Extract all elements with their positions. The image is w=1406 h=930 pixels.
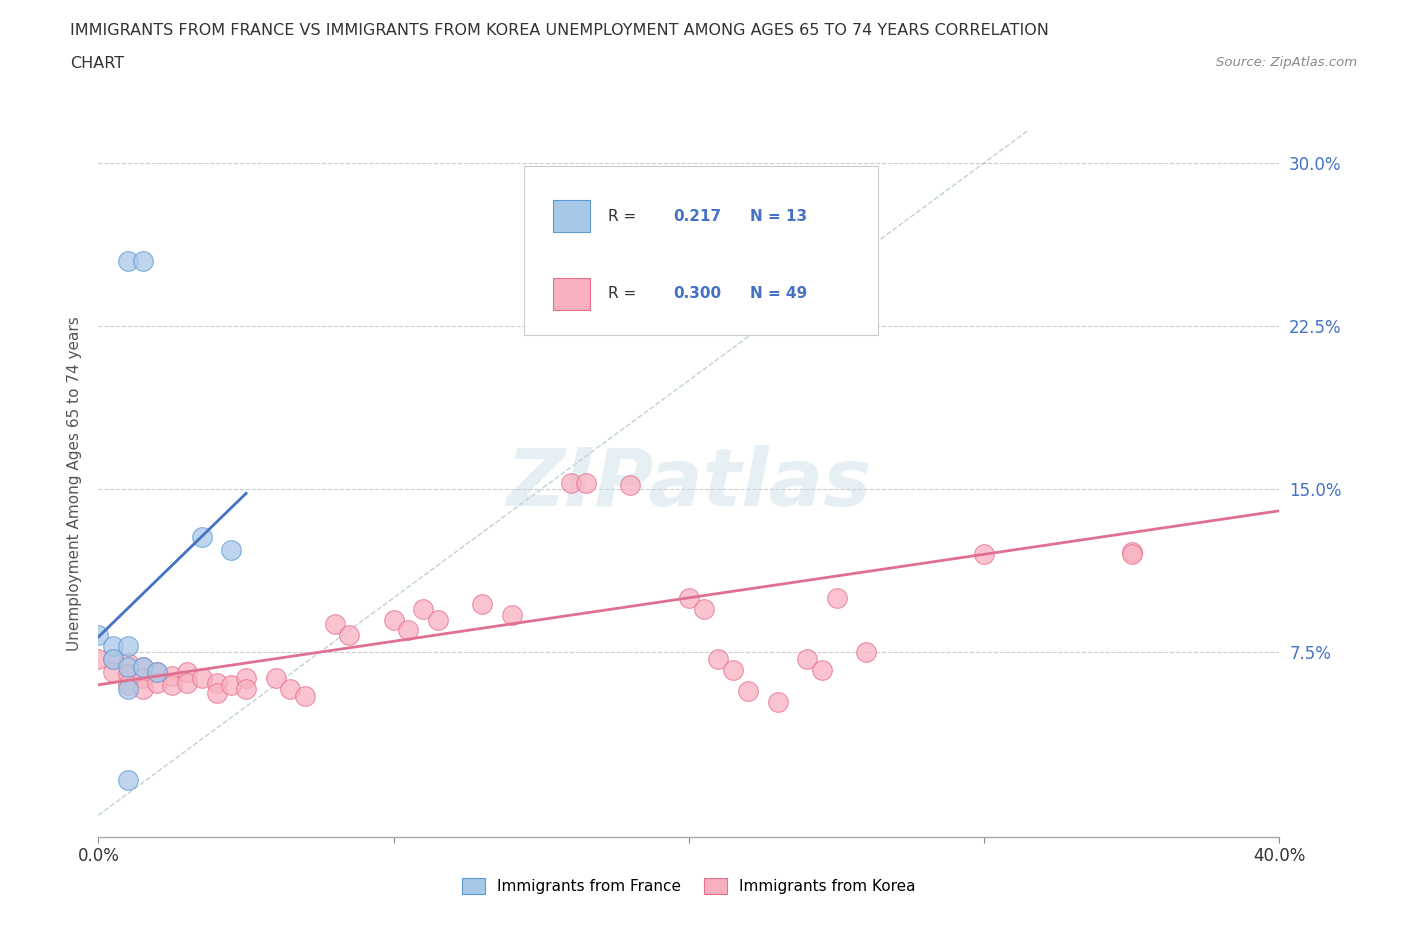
Point xyxy=(855,644,877,659)
Point xyxy=(103,651,125,666)
Point xyxy=(117,660,139,675)
Point xyxy=(117,682,139,697)
Text: N = 49: N = 49 xyxy=(749,286,807,301)
Text: N = 13: N = 13 xyxy=(749,208,807,223)
Point xyxy=(707,651,730,666)
Point xyxy=(162,669,183,684)
Point xyxy=(501,607,523,622)
Point xyxy=(737,684,759,698)
Text: ZIPatlas: ZIPatlas xyxy=(506,445,872,523)
Point xyxy=(146,664,169,679)
Point xyxy=(264,671,287,685)
Point xyxy=(574,475,596,490)
Point xyxy=(132,671,155,685)
Point xyxy=(219,677,242,692)
Point xyxy=(396,623,419,638)
Text: Source: ZipAtlas.com: Source: ZipAtlas.com xyxy=(1216,56,1357,69)
Point xyxy=(117,667,139,682)
Point xyxy=(546,220,568,235)
Point xyxy=(323,617,346,631)
Point xyxy=(471,597,494,612)
Point xyxy=(278,682,302,697)
Point xyxy=(103,664,125,679)
Point xyxy=(619,477,641,492)
Point xyxy=(103,638,125,653)
Point xyxy=(132,660,155,675)
Y-axis label: Unemployment Among Ages 65 to 74 years: Unemployment Among Ages 65 to 74 years xyxy=(67,316,83,651)
Point xyxy=(176,664,198,679)
Point xyxy=(117,638,139,653)
Text: R =: R = xyxy=(607,286,641,301)
Point xyxy=(132,660,155,675)
Point xyxy=(973,547,995,562)
Point xyxy=(427,612,450,627)
FancyBboxPatch shape xyxy=(523,166,877,335)
Point xyxy=(146,664,169,679)
Point xyxy=(723,662,745,677)
Point xyxy=(678,591,700,605)
Point xyxy=(162,677,183,692)
FancyBboxPatch shape xyxy=(553,200,591,232)
Text: CHART: CHART xyxy=(70,56,124,71)
Point xyxy=(87,651,110,666)
Legend: Immigrants from France, Immigrants from Korea: Immigrants from France, Immigrants from … xyxy=(456,871,922,900)
Point xyxy=(766,695,789,710)
Point xyxy=(339,628,360,643)
Point xyxy=(810,662,832,677)
Point xyxy=(796,651,818,666)
Point xyxy=(132,253,155,268)
Point xyxy=(235,671,257,685)
Point xyxy=(146,675,169,690)
Point xyxy=(219,542,242,557)
Point xyxy=(1121,545,1143,560)
Point xyxy=(235,682,257,697)
Point xyxy=(205,686,228,701)
Point xyxy=(693,601,716,616)
Point xyxy=(825,591,848,605)
Point xyxy=(1121,547,1143,562)
Point xyxy=(560,475,582,490)
Point xyxy=(176,675,198,690)
Text: R =: R = xyxy=(607,208,641,223)
FancyBboxPatch shape xyxy=(553,278,591,310)
Point xyxy=(117,773,139,788)
Point xyxy=(117,656,139,671)
Text: IMMIGRANTS FROM FRANCE VS IMMIGRANTS FROM KOREA UNEMPLOYMENT AMONG AGES 65 TO 74: IMMIGRANTS FROM FRANCE VS IMMIGRANTS FRO… xyxy=(70,23,1049,38)
Point xyxy=(117,677,139,692)
Point xyxy=(117,253,139,268)
Point xyxy=(87,628,110,643)
Point xyxy=(205,675,228,690)
Point xyxy=(191,529,214,544)
Point xyxy=(103,651,125,666)
Text: 0.300: 0.300 xyxy=(673,286,721,301)
Point xyxy=(191,671,214,685)
Point xyxy=(132,682,155,697)
Point xyxy=(294,688,316,703)
Point xyxy=(412,601,434,616)
Point xyxy=(382,612,405,627)
Text: 0.217: 0.217 xyxy=(673,208,721,223)
